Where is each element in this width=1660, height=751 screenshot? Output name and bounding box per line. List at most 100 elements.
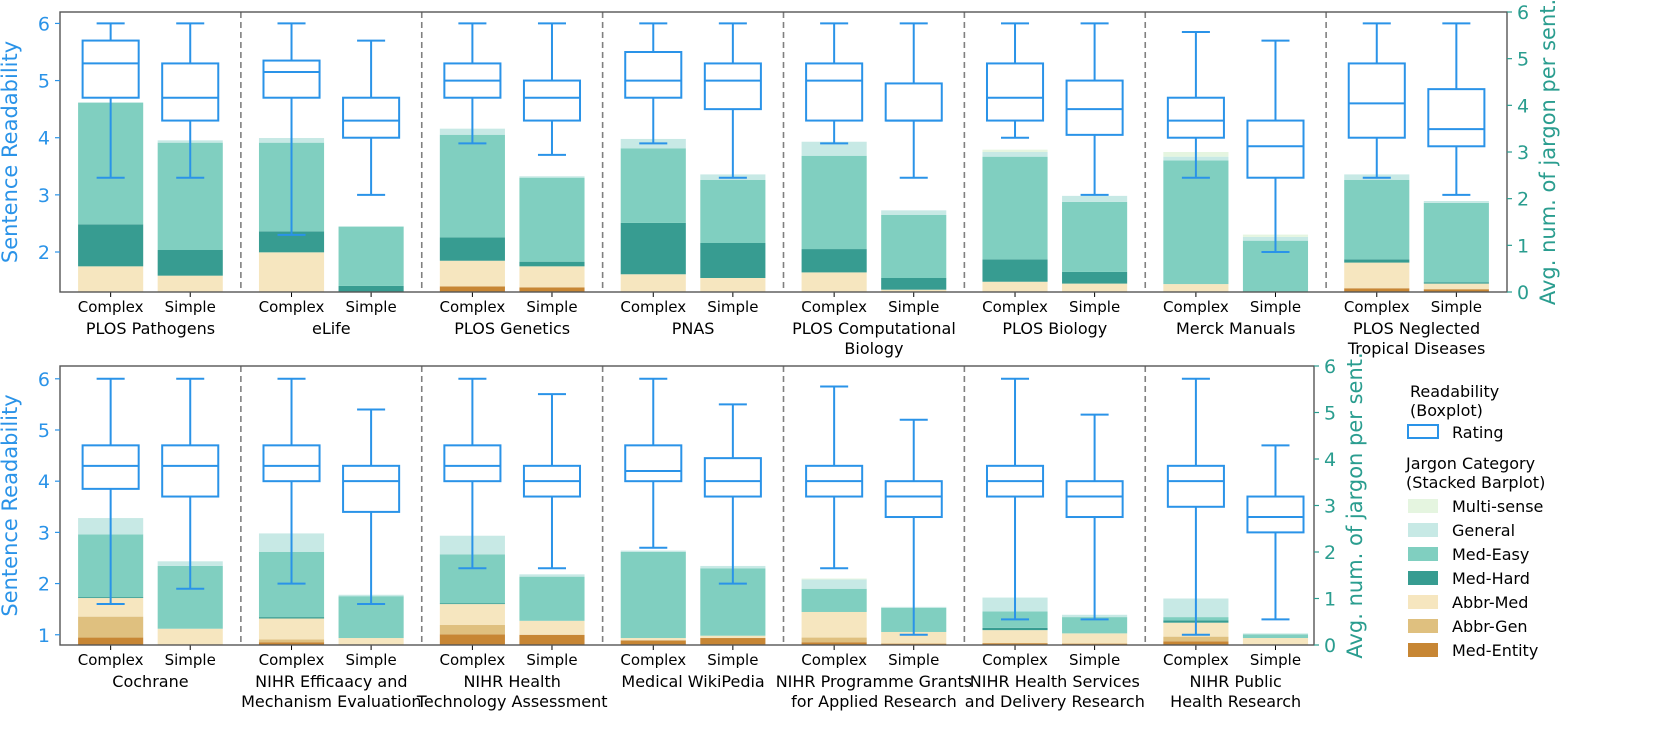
panel-title: PLOS Biology bbox=[1002, 319, 1107, 338]
right-tick-label: 2 bbox=[1324, 542, 1336, 564]
x-tick-label: Simple bbox=[1250, 298, 1301, 316]
bar-segment-abbr-med bbox=[801, 611, 867, 638]
panel-title: NIHR Efficaacy and bbox=[255, 672, 407, 691]
axes bbox=[55, 365, 1319, 650]
x-tick-label: Complex bbox=[1163, 651, 1229, 669]
axes bbox=[55, 11, 1512, 297]
x-tick-label: Simple bbox=[526, 651, 577, 669]
panel-title: PLOS Pathogens bbox=[86, 319, 215, 338]
bar-segment-med-easy bbox=[439, 134, 505, 238]
x-tick-label: Complex bbox=[982, 298, 1048, 316]
x-tick-label: Complex bbox=[78, 651, 144, 669]
bar-segment-abbr-med bbox=[1062, 633, 1128, 644]
panel-title: for Applied Research bbox=[791, 692, 957, 711]
bar-segment-med-entity bbox=[519, 634, 585, 645]
bar-segment-med-entity bbox=[1423, 289, 1489, 292]
x-tick-label: Simple bbox=[526, 298, 577, 316]
bar-segment-abbr-med bbox=[1163, 284, 1229, 292]
box-iqr bbox=[1347, 62, 1406, 139]
box-iqr bbox=[805, 62, 864, 122]
x-tick-label: Simple bbox=[888, 298, 939, 316]
box-iqr bbox=[1427, 88, 1486, 148]
right-tick-label: 0 bbox=[1517, 282, 1529, 304]
left-tick-label: 1 bbox=[38, 625, 50, 647]
x-tick-label: Complex bbox=[78, 298, 144, 316]
bar-segment-med-entity bbox=[519, 287, 585, 292]
box-iqr bbox=[703, 62, 762, 111]
bar-segment-med-hard bbox=[439, 603, 505, 605]
bar-segment-abbr-med bbox=[620, 638, 686, 641]
x-tick-label: Complex bbox=[982, 651, 1048, 669]
bar-segment-med-hard bbox=[519, 261, 585, 267]
box-iqr bbox=[342, 464, 401, 513]
bar-segment-med-easy bbox=[519, 576, 585, 621]
bar-segment-med-hard bbox=[258, 231, 325, 253]
bar-segment-med-easy bbox=[1242, 634, 1309, 639]
bar-segment-abbr-med bbox=[1344, 262, 1410, 289]
x-tick-label: Complex bbox=[1163, 298, 1229, 316]
bar-segment-med-easy bbox=[1344, 180, 1410, 260]
x-tick-label: Simple bbox=[165, 298, 216, 316]
bar-segment-med-entity bbox=[1344, 288, 1410, 292]
bar-segment-med-hard bbox=[801, 249, 867, 273]
panel-title: Health Research bbox=[1170, 692, 1301, 711]
left-axis-title: Sentence Readability bbox=[0, 394, 22, 616]
legend-label-general: General bbox=[1452, 521, 1515, 540]
bar-segment-abbr-med bbox=[1062, 283, 1128, 292]
right-tick-label: 1 bbox=[1324, 589, 1336, 611]
box-iqr bbox=[1065, 79, 1124, 136]
bar-segment-med-hard bbox=[439, 237, 505, 261]
right-tick-label: 5 bbox=[1517, 49, 1529, 71]
bar-segment-abbr-med bbox=[801, 272, 867, 292]
bar-segment-abbr-gen bbox=[801, 637, 867, 643]
legend-swatch-med-hard bbox=[1408, 571, 1438, 585]
box-iqr bbox=[985, 62, 1045, 122]
panel-title: Mechanism Evaluation bbox=[241, 692, 421, 711]
bar-segment-abbr-med bbox=[620, 274, 686, 292]
bar-segment-abbr-med bbox=[1242, 638, 1309, 645]
plot-frame bbox=[59, 365, 1315, 646]
boxplots bbox=[81, 22, 1486, 253]
box-iqr bbox=[624, 51, 683, 99]
box-iqr bbox=[262, 59, 321, 99]
panel-title: PLOS Neglected bbox=[1353, 319, 1480, 338]
box-iqr bbox=[624, 444, 683, 483]
bar-segment-general bbox=[881, 210, 947, 215]
left-tick-label: 4 bbox=[38, 471, 50, 493]
box-iqr bbox=[703, 457, 762, 498]
labels: Complex Simple Cochrane Complex Simple NIHR E… bbox=[0, 352, 1367, 711]
bar-segment-med-entity bbox=[439, 286, 505, 292]
bar-segment-med-hard bbox=[982, 627, 1048, 631]
chart-row-2: Complex Simple Cochrane Complex Simple NIHR E… bbox=[0, 352, 1367, 711]
bar-segment-med-easy bbox=[982, 156, 1048, 260]
bar-segment-med-hard bbox=[338, 285, 404, 292]
stacked-bars bbox=[78, 102, 1489, 292]
bar-segment-med-easy bbox=[801, 588, 867, 612]
x-tick-label: Complex bbox=[620, 298, 686, 316]
box-iqr bbox=[262, 444, 321, 483]
box-iqr bbox=[161, 62, 220, 122]
right-tick-label: 1 bbox=[1517, 235, 1529, 257]
bar-segment-general bbox=[1242, 633, 1309, 635]
bar-segment-med-entity bbox=[982, 643, 1048, 645]
legend-label-abbr-gen: Abbr-Gen bbox=[1452, 617, 1528, 636]
legend-label-med-easy: Med-Easy bbox=[1452, 545, 1529, 564]
bar-segment-med-hard bbox=[1062, 271, 1128, 284]
legend-title-jargon: (Stacked Barplot) bbox=[1406, 473, 1545, 492]
right-tick-label: 0 bbox=[1324, 635, 1336, 657]
panel-title: NIHR Programme Grants bbox=[776, 672, 972, 691]
bar-segment-general bbox=[982, 152, 1048, 157]
box-iqr bbox=[1246, 495, 1305, 534]
bar-segment-abbr-med bbox=[157, 275, 223, 292]
panel-title: NIHR Health bbox=[463, 672, 560, 691]
box-iqr bbox=[1246, 119, 1305, 179]
bar-segment-abbr-med bbox=[881, 289, 947, 292]
bar-segment-med-entity bbox=[439, 634, 505, 645]
right-tick-label: 2 bbox=[1517, 189, 1529, 211]
x-tick-label: Complex bbox=[439, 298, 505, 316]
legend-title-jargon: Jargon Category bbox=[1405, 454, 1535, 473]
bar-segment-abbr-gen bbox=[439, 625, 505, 635]
bar-segment-abbr-med bbox=[258, 252, 325, 292]
x-tick-label: Complex bbox=[259, 298, 325, 316]
